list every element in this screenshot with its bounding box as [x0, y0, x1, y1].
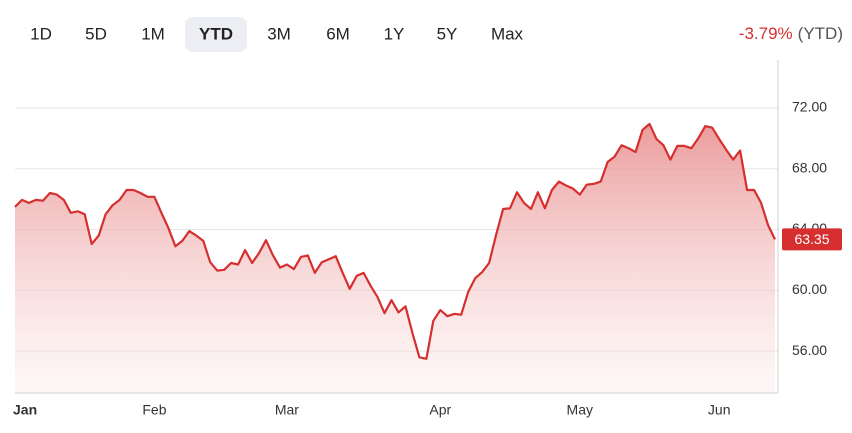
range-button[interactable]: 3M — [267, 24, 291, 43]
price-line — [14, 122, 776, 360]
range-button[interactable]: YTD — [185, 17, 247, 52]
last-value-badge — [782, 228, 842, 251]
range-button[interactable]: Max — [491, 24, 524, 43]
x-tick-label: Mar — [275, 402, 299, 418]
range-label[interactable]: 5Y — [437, 24, 458, 43]
x-tick-label: Feb — [142, 402, 166, 418]
x-tick-label: Apr — [429, 402, 451, 418]
y-tick-label: 68.00 — [792, 159, 827, 175]
x-tick-label: Jun — [708, 402, 731, 418]
change-value: -3.79% — [739, 24, 793, 43]
change-period: (YTD) — [798, 24, 843, 43]
area-fill — [15, 123, 775, 394]
range-label[interactable]: 1D — [30, 24, 52, 43]
range-label[interactable]: 1Y — [384, 24, 405, 43]
range-button[interactable]: 1Y — [384, 24, 405, 43]
range-selected-bg — [185, 17, 247, 52]
range-button[interactable]: 1D — [30, 24, 52, 43]
range-button[interactable]: 1M — [141, 24, 165, 43]
y-tick-label: 56.00 — [792, 342, 827, 358]
range-label[interactable]: 6M — [326, 24, 350, 43]
x-tick-label: Jan — [13, 402, 37, 418]
last-value-label: 63.35 — [794, 231, 829, 247]
y-tick-label: 72.00 — [792, 99, 827, 115]
range-label[interactable]: 5D — [85, 24, 107, 43]
range-label[interactable]: 1M — [141, 24, 165, 43]
range-label[interactable]: Max — [491, 24, 524, 43]
range-label[interactable]: 3M — [267, 24, 291, 43]
x-tick-label: May — [567, 402, 593, 418]
change-summary: -3.79% (YTD) — [739, 24, 843, 43]
range-label[interactable]: YTD — [199, 24, 233, 43]
range-button[interactable]: 5D — [85, 24, 107, 43]
range-button[interactable]: 5Y — [437, 24, 458, 43]
range-button[interactable]: 6M — [326, 24, 350, 43]
y-tick-label: 60.00 — [792, 281, 827, 297]
